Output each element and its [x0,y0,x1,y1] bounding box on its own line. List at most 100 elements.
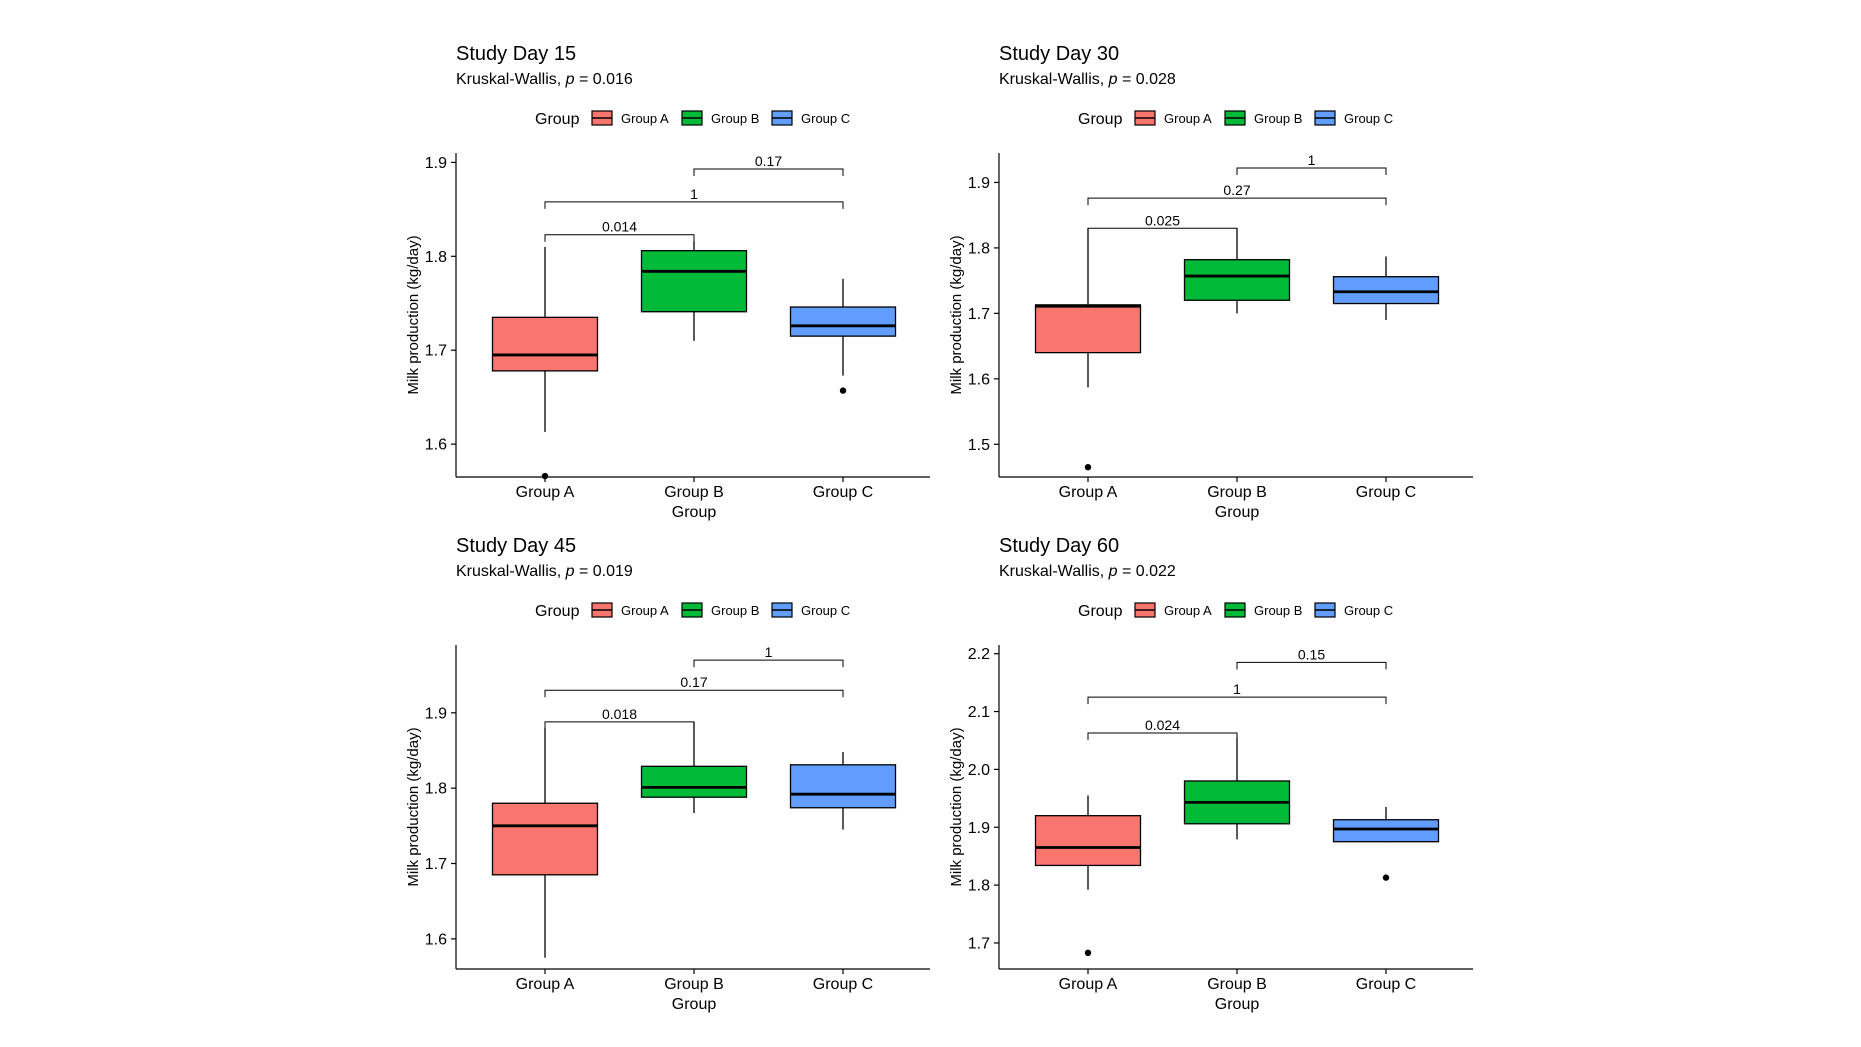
bracket-line [693,659,844,668]
legend-label-1: Group A [621,603,669,618]
bracket-line [544,201,844,209]
y-tick-label: 2.2 [968,646,990,663]
bracket-line [1087,696,1387,705]
y-tick-label: 2.0 [968,762,990,779]
panel-2: Study Day 30 Kruskal-Wallis, p = 0.028 Gro… [948,43,1473,521]
bracket-p-value: 0.15 [1298,646,1325,662]
iqr-box [1332,819,1440,843]
legend-label-3: Group C [801,603,850,618]
bracket-line [544,689,844,698]
y-tick-label: 1.5 [968,437,990,454]
box-1 [1034,795,1142,956]
box-2 [1183,737,1291,840]
x-axis-title: Group [1215,996,1260,1013]
bracket-p-value: 0.014 [602,219,637,235]
subtitle-p-value: = 0.028 [1118,71,1176,88]
bracket-p-value: 0.024 [1145,717,1180,733]
panel-1: Study Day 15 Kruskal-Wallis, p = 0.016 Gro… [405,43,930,521]
x-tick-label: Group C [813,976,873,993]
legend: Group Group A Group B Group C [1078,602,1393,620]
bracket-p-value: 0.17 [680,674,707,690]
legend-label-1: Group A [1164,111,1212,126]
comparison-bracket: 1 [544,186,844,209]
box-2 [640,721,748,814]
comparison-bracket: 0.014 [544,219,695,242]
legend-label-1: Group A [1164,603,1212,618]
bracket-line [693,168,844,176]
comparison-bracket: 1 [693,644,844,668]
subtitle-p-value: = 0.022 [1118,563,1176,580]
legend: Group Group A Group B Group C [535,602,850,620]
box-1 [1034,228,1142,471]
legend-label-3: Group C [1344,603,1393,618]
legend-label-3: Group C [801,111,850,126]
iqr-box [789,306,897,337]
panel-title: Study Day 30 [999,43,1119,65]
comparison-bracket: 0.17 [693,153,844,176]
legend-title: Group [535,603,580,620]
x-tick-label: Group A [516,976,575,993]
panel-subtitle: Kruskal-Wallis, p = 0.022 [999,563,1176,580]
bracket-p-value: 1 [690,186,698,202]
bracket-p-value: 1 [1233,681,1241,697]
legend: Group Group A Group B Group C [535,110,850,128]
box-3 [789,751,897,830]
legend-title: Group [535,111,580,128]
subtitle-p-symbol: p [1108,563,1118,580]
panel-subtitle: Kruskal-Wallis, p = 0.019 [456,563,633,580]
subtitle-test-name: Kruskal-Wallis, [456,71,566,88]
bracket-line [1087,227,1238,236]
legend-label-3: Group C [1344,111,1393,126]
outlier-point [1084,949,1092,956]
bracket-p-value: 0.018 [602,706,637,722]
legend-label-1: Group A [621,111,669,126]
y-tick-label: 1.6 [425,931,447,948]
y-tick-label: 1.6 [968,371,990,388]
y-tick-label: 1.7 [425,856,447,873]
x-tick-label: Group A [516,484,575,501]
y-tick-label: 1.9 [425,705,447,722]
outlier-point [1084,463,1092,471]
x-tick-label: Group A [1059,976,1118,993]
box-3 [1332,807,1440,881]
y-axis-title: Milk production (kg/day) [405,235,422,394]
subtitle-p-symbol: p [565,71,575,88]
legend-label-2: Group B [1254,111,1302,126]
bracket-line [544,721,695,729]
box-2 [640,241,748,341]
subtitle-p-value: = 0.019 [575,563,633,580]
x-tick-label: Group C [813,484,873,501]
y-tick-label: 1.7 [968,935,990,952]
y-tick-label: 1.8 [425,781,447,798]
y-tick-label: 1.7 [968,306,990,323]
box-1 [491,727,599,958]
panel-3: Study Day 45 Kruskal-Wallis, p = 0.019 Gro… [405,535,930,1013]
iqr-box [1034,304,1142,354]
subtitle-p-symbol: p [1108,71,1118,88]
legend-label-2: Group B [711,603,759,618]
subtitle-p-value: = 0.016 [575,71,633,88]
box-1 [491,246,599,480]
legend-label-2: Group B [1254,603,1302,618]
y-tick-label: 1.9 [968,175,990,192]
iqr-box [491,802,599,876]
comparison-bracket: 1 [1087,681,1387,705]
y-axis-title: Milk production (kg/day) [405,727,422,886]
box-3 [1332,256,1440,320]
x-axis-title: Group [672,996,717,1013]
y-tick-label: 1.8 [968,878,990,895]
panel-title: Study Day 15 [456,43,576,65]
iqr-box [789,764,897,809]
iqr-box [640,250,748,313]
subtitle-p-symbol: p [565,563,575,580]
x-tick-label: Group C [1356,484,1416,501]
bracket-p-value: 0.17 [755,153,782,169]
x-axis-title: Group [672,504,717,521]
legend: Group Group A Group B Group C [1078,110,1393,128]
x-tick-label: Group C [1356,976,1416,993]
panel-subtitle: Kruskal-Wallis, p = 0.028 [999,71,1176,88]
comparison-bracket: 0.17 [544,674,844,698]
y-axis-title: Milk production (kg/day) [948,235,965,394]
y-tick-label: 1.8 [425,249,447,266]
